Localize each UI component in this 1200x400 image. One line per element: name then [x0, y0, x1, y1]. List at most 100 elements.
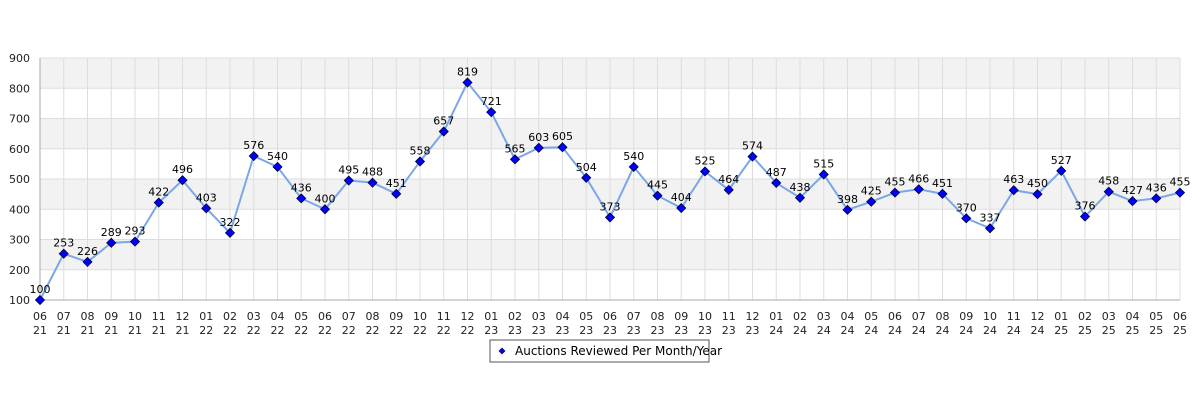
data-point	[723, 184, 734, 195]
data-label: 464	[718, 173, 739, 186]
x-tick-label: 02 24	[793, 310, 807, 337]
data-point	[343, 175, 354, 186]
data-point	[391, 188, 402, 199]
x-tick-label: 03 25	[1102, 310, 1116, 337]
y-tick-label: 100	[9, 294, 30, 307]
data-point	[414, 156, 426, 167]
y-tick-label: 900	[9, 52, 30, 65]
data-label: 451	[932, 177, 953, 190]
x-tick-label: 01 24	[769, 310, 783, 337]
data-label: 373	[600, 200, 621, 213]
data-label: 605	[552, 130, 573, 143]
data-label: 540	[623, 150, 644, 163]
x-tick-label: 12 22	[461, 310, 475, 337]
data-label: 403	[196, 191, 217, 204]
x-tick-label: 04 25	[1126, 310, 1140, 337]
x-tick-label: 06 25	[1173, 310, 1187, 337]
x-tick-label: 09 24	[959, 310, 973, 337]
data-point	[984, 223, 996, 234]
data-label: 504	[576, 161, 597, 174]
data-label: 376	[1075, 200, 1096, 213]
data-label: 565	[505, 142, 526, 155]
data-points	[34, 77, 1186, 306]
data-label: 425	[861, 185, 882, 198]
data-label: 337	[980, 211, 1001, 224]
data-point	[581, 172, 592, 183]
data-label: 253	[53, 237, 74, 250]
data-point	[1127, 196, 1138, 207]
data-point	[652, 190, 663, 201]
data-label: 400	[315, 192, 336, 205]
data-point	[58, 248, 69, 259]
data-point	[1008, 185, 1019, 196]
data-label: 603	[528, 131, 549, 144]
data-label: 289	[101, 226, 122, 239]
x-tick-label: 07 22	[342, 310, 356, 337]
legend: Auctions Reviewed Per Month/Year	[489, 339, 722, 363]
y-tick-label: 200	[9, 264, 30, 277]
data-point	[367, 177, 378, 188]
x-tick-label: 10 21	[128, 310, 142, 337]
data-label: 455	[885, 176, 906, 189]
data-point	[34, 294, 46, 306]
x-tick-label: 05 22	[294, 310, 308, 337]
x-tick-label: 12 24	[1031, 310, 1045, 337]
data-label: 436	[1146, 181, 1167, 194]
x-tick-label: 06 21	[33, 310, 47, 337]
data-point	[1174, 187, 1186, 198]
x-tick-label: 08 22	[366, 310, 380, 337]
legend-marker-icon	[498, 347, 506, 355]
x-tick-label: 10 22	[413, 310, 427, 337]
x-tick-label: 06 23	[603, 310, 617, 337]
x-tick-label: 06 24	[888, 310, 902, 337]
data-point	[676, 202, 687, 214]
data-point	[296, 193, 307, 204]
y-tick-label: 300	[9, 234, 30, 247]
data-label: 488	[362, 166, 383, 179]
data-label: 721	[481, 95, 502, 108]
data-point	[201, 203, 212, 214]
data-point	[794, 192, 806, 203]
x-tick-label: 01 25	[1054, 310, 1068, 337]
x-tick-label: 08 21	[81, 310, 95, 337]
x-tick-label: 02 22	[223, 310, 237, 337]
x-tick-label: 03 24	[817, 310, 831, 337]
y-tick-labels: 100 200 300 400 500 600 700 800 900	[9, 52, 30, 307]
x-tick-label: 01 22	[199, 310, 213, 337]
y-tick-label: 400	[9, 203, 30, 216]
data-point	[319, 204, 331, 215]
x-tick-label: 03 23	[532, 310, 546, 337]
x-tick-label: 05 25	[1149, 310, 1163, 337]
data-point	[1103, 186, 1114, 197]
data-label: 451	[386, 177, 407, 190]
data-label: 438	[790, 181, 811, 194]
data-point	[961, 213, 972, 224]
x-tick-label: 08 23	[651, 310, 665, 337]
legend-label: Auctions Reviewed Per Month/Year	[515, 344, 722, 358]
data-label: 657	[433, 115, 454, 128]
data-label: 436	[291, 181, 312, 194]
x-tick-label: 06 22	[318, 310, 332, 337]
data-point	[177, 175, 188, 186]
y-tick-label: 500	[9, 173, 30, 186]
x-tick-label: 05 24	[864, 310, 878, 337]
x-tick-label: 12 21	[176, 310, 190, 337]
data-point	[699, 166, 711, 177]
data-label: 404	[671, 191, 692, 204]
data-label: 527	[1051, 154, 1072, 167]
x-tick-label: 07 24	[912, 310, 926, 337]
data-point	[438, 126, 449, 137]
x-tick-label: 09 23	[674, 310, 688, 337]
x-tick-label: 07 21	[57, 310, 71, 337]
x-tick-label: 04 24	[841, 310, 855, 337]
data-point	[509, 154, 521, 165]
x-tick-label: 11 21	[152, 310, 166, 337]
data-point	[248, 150, 259, 162]
y-tick-label: 600	[9, 143, 30, 156]
x-tick-label: 08 24	[936, 310, 950, 337]
data-label: 445	[647, 179, 668, 192]
y-tick-label: 800	[9, 82, 30, 95]
